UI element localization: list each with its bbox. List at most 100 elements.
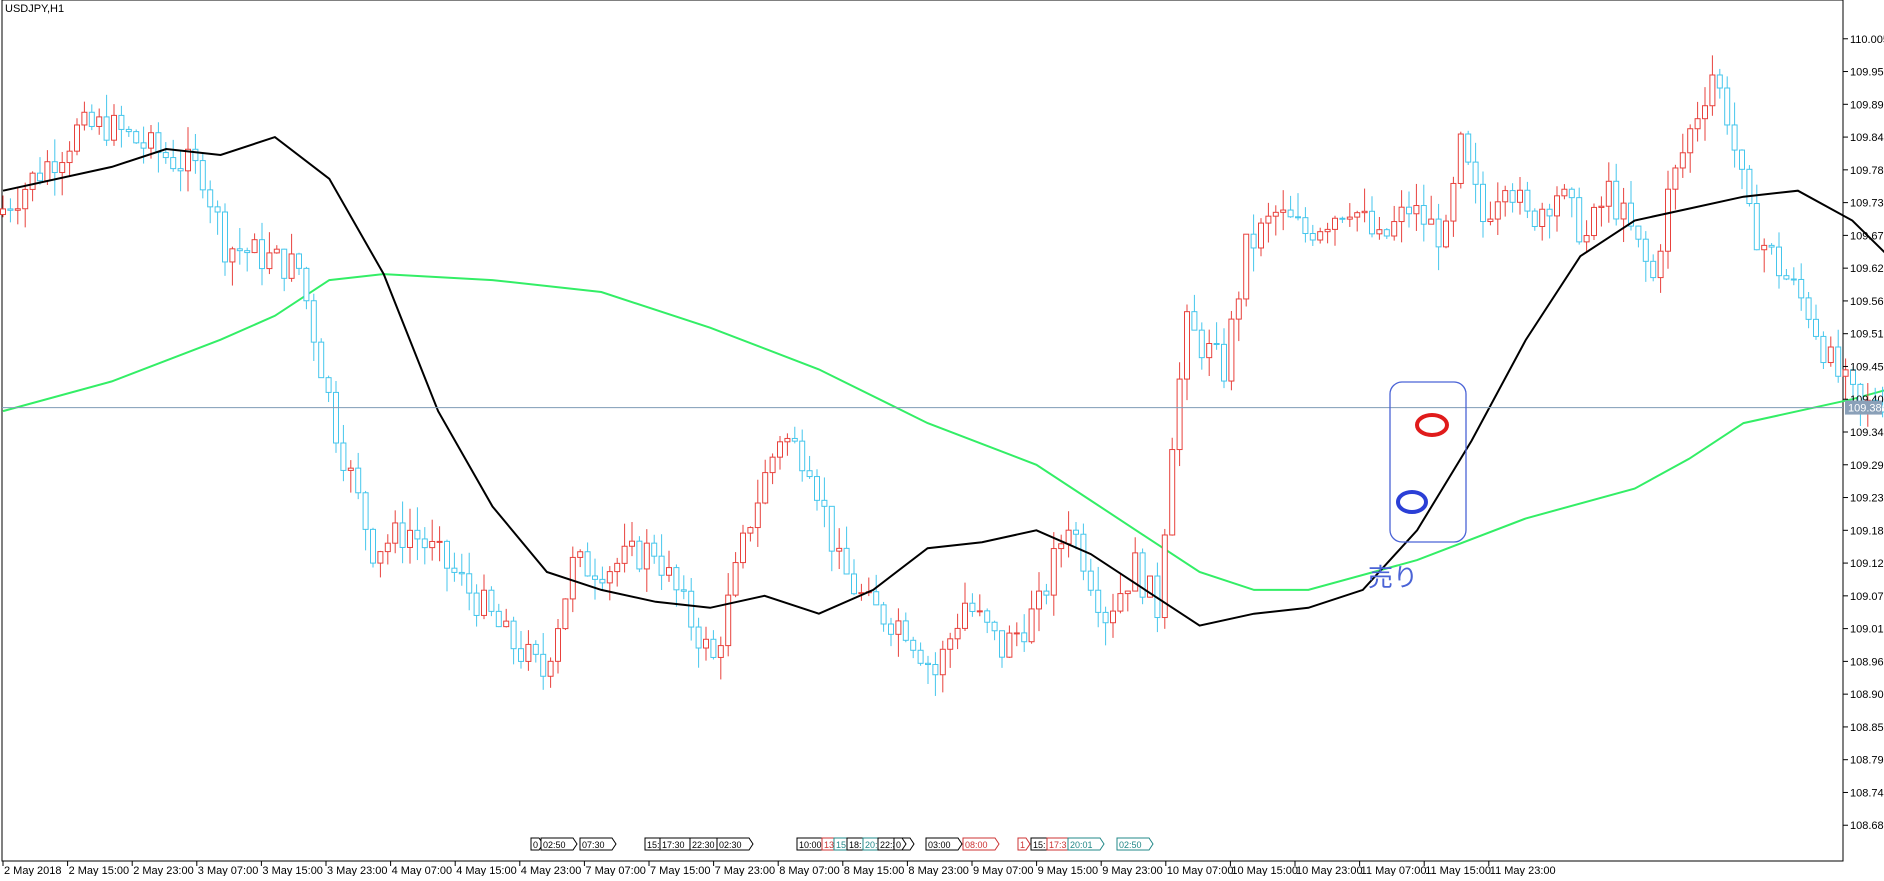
y-tick-label: 109.345 bbox=[1850, 427, 1884, 439]
candle-body bbox=[415, 530, 420, 539]
candle bbox=[1244, 234, 1249, 306]
candle-body bbox=[363, 493, 368, 530]
candle bbox=[1518, 177, 1523, 215]
candle-body bbox=[89, 112, 94, 126]
candle-body bbox=[963, 603, 968, 628]
y-tick-label: 108.960 bbox=[1850, 656, 1884, 668]
candle-body bbox=[733, 563, 738, 596]
candle bbox=[933, 652, 938, 696]
candle-body bbox=[149, 133, 154, 148]
candle-body bbox=[1355, 213, 1360, 217]
candle bbox=[1473, 143, 1478, 204]
candle bbox=[163, 142, 168, 164]
candle-body bbox=[52, 162, 57, 173]
candle bbox=[304, 267, 309, 309]
candle-body bbox=[1074, 530, 1079, 534]
candle bbox=[1488, 202, 1493, 226]
candle-body bbox=[112, 115, 117, 140]
candle bbox=[1784, 269, 1789, 280]
candle bbox=[474, 584, 479, 626]
candle bbox=[1562, 184, 1567, 199]
candle bbox=[896, 608, 901, 656]
candle-body bbox=[926, 663, 931, 664]
x-tick-label: 2 May 2018 bbox=[4, 865, 61, 876]
annotation-group bbox=[1390, 382, 1466, 542]
candle-body bbox=[955, 628, 960, 638]
x-tick-label: 11 May 23:00 bbox=[1490, 865, 1556, 876]
candle bbox=[82, 102, 87, 131]
candle-body bbox=[445, 541, 450, 568]
candle bbox=[1340, 217, 1345, 223]
candle-body bbox=[1222, 344, 1227, 381]
candle-body bbox=[1325, 229, 1330, 231]
candle-body bbox=[237, 249, 242, 251]
candle-body bbox=[837, 548, 842, 551]
candle-body bbox=[1806, 298, 1811, 319]
candle-body bbox=[1207, 344, 1212, 358]
candle-body bbox=[1347, 217, 1352, 219]
candle-body bbox=[348, 468, 353, 470]
entry-point-ellipse bbox=[1398, 492, 1426, 512]
candle bbox=[829, 506, 834, 571]
candle bbox=[1000, 631, 1005, 668]
candle-body bbox=[1, 209, 6, 215]
candle bbox=[970, 593, 975, 617]
candle bbox=[1199, 322, 1204, 369]
candle-body bbox=[1481, 184, 1486, 221]
candle bbox=[363, 491, 368, 550]
candle-body bbox=[1540, 209, 1545, 226]
candle bbox=[200, 153, 205, 198]
y-tick-label: 109.840 bbox=[1850, 132, 1884, 144]
candle-body bbox=[652, 543, 657, 556]
candle-body bbox=[437, 541, 442, 542]
candle bbox=[1333, 216, 1338, 246]
candle bbox=[459, 554, 464, 586]
x-tick-label: 2 May 15:00 bbox=[69, 865, 130, 876]
candle-body bbox=[1229, 319, 1234, 381]
y-tick-label: 109.675 bbox=[1850, 230, 1884, 242]
candle-body bbox=[1473, 162, 1478, 184]
candle bbox=[1806, 292, 1811, 328]
candle-body bbox=[371, 529, 376, 563]
candle-body bbox=[1014, 633, 1019, 634]
candle-body bbox=[548, 661, 553, 676]
candle bbox=[15, 188, 20, 225]
candle bbox=[1791, 267, 1796, 285]
candle bbox=[674, 564, 679, 606]
x-tick-label: 4 May 23:00 bbox=[521, 865, 582, 876]
y-tick-label: 109.895 bbox=[1850, 99, 1884, 111]
candle bbox=[1384, 228, 1389, 239]
candle bbox=[1710, 55, 1715, 115]
candle bbox=[67, 141, 72, 175]
y-tick-label: 109.180 bbox=[1850, 525, 1884, 537]
candle bbox=[504, 609, 509, 628]
candle-body bbox=[8, 209, 13, 210]
candle bbox=[837, 528, 842, 569]
candle-body bbox=[15, 209, 20, 211]
candle-body bbox=[304, 268, 309, 300]
candle bbox=[644, 529, 649, 592]
candle-body bbox=[1273, 212, 1278, 216]
candle-body bbox=[718, 646, 723, 658]
x-tick-label: 8 May 23:00 bbox=[908, 865, 969, 876]
ma-long-group bbox=[3, 274, 1884, 590]
candle-body bbox=[1281, 210, 1286, 212]
candle-body bbox=[800, 441, 805, 471]
candle bbox=[1347, 203, 1352, 227]
candle bbox=[1096, 567, 1101, 627]
y-tick-label: 109.785 bbox=[1850, 165, 1884, 177]
candle bbox=[1251, 214, 1256, 271]
candle-body bbox=[1214, 344, 1219, 345]
y-tick-label: 109.455 bbox=[1850, 361, 1884, 373]
candle-body bbox=[637, 541, 642, 569]
candle bbox=[245, 248, 250, 272]
candle bbox=[60, 152, 65, 195]
candle bbox=[1658, 244, 1663, 293]
candle-body bbox=[1059, 544, 1064, 549]
candle bbox=[859, 584, 864, 601]
candle bbox=[1466, 131, 1471, 165]
candle bbox=[371, 528, 376, 568]
